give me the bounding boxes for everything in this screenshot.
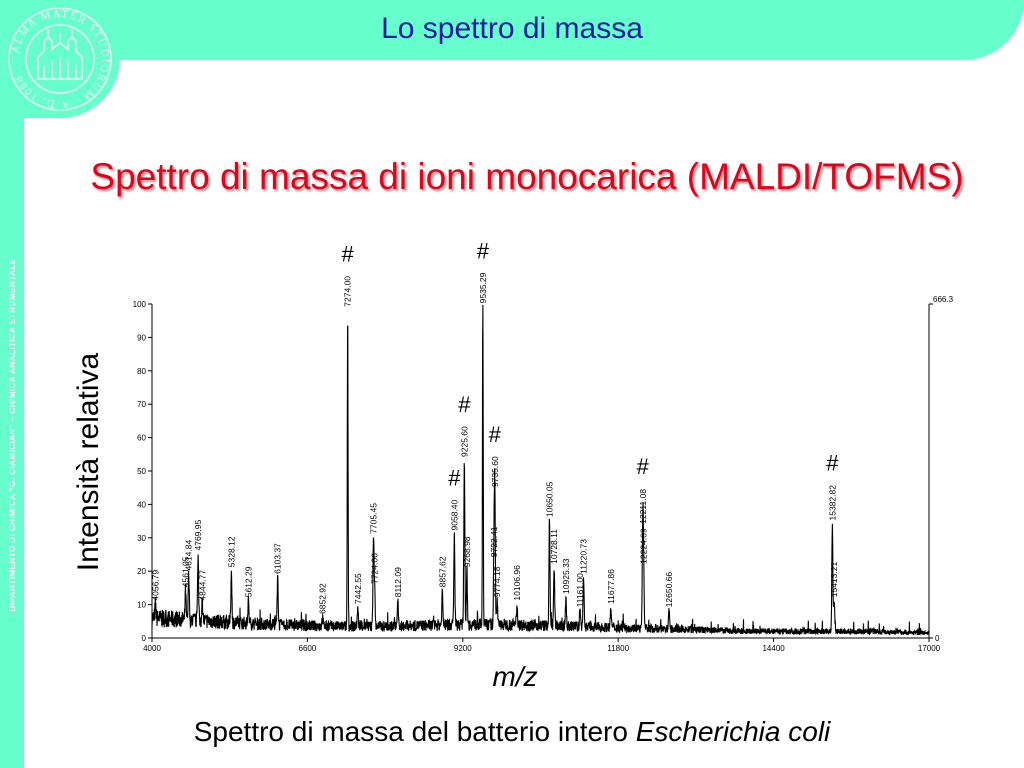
sidebar-band xyxy=(0,0,24,768)
x-tick-label: 9200 xyxy=(454,644,472,653)
peak-label: 4844.77 xyxy=(197,570,207,601)
peak-label: 12211.08 xyxy=(638,489,648,524)
y-tick-label: 80 xyxy=(137,367,146,376)
right-axis-bottom-label: 0 xyxy=(935,634,940,643)
peak-label: 4561.05 xyxy=(181,556,191,587)
x-tick-label: 14400 xyxy=(762,644,785,653)
peak-hash-mark: # xyxy=(342,242,355,267)
y-tick-label: 10 xyxy=(137,601,146,610)
university-seal-logo: ALMA MATER STUDIORUM · A.D. 1088 xyxy=(8,7,112,111)
hash-marks-group: # # # # # # # xyxy=(342,238,840,490)
peak-label: 9735.60 xyxy=(490,456,500,487)
caption-text: Spettro di massa del batterio intero xyxy=(193,716,628,747)
caption-species: Escherichia coli xyxy=(635,716,831,747)
peak-hash-mark: # xyxy=(477,238,490,263)
peak-hash-mark: # xyxy=(489,422,502,447)
peak-label: 5328.12 xyxy=(226,536,236,567)
y-tick-label: 90 xyxy=(137,333,146,342)
y-tick-label: 0 xyxy=(142,634,147,643)
peak-hash-mark: # xyxy=(458,392,471,417)
peak-label: 15413.21 xyxy=(829,562,839,598)
peak-label: 10728.11 xyxy=(549,529,559,564)
peak-label: 9268.98 xyxy=(462,536,472,567)
peak-label: 15382.82 xyxy=(827,485,837,521)
peak-label: 12650.66 xyxy=(664,572,674,608)
peak-label: 7274.00 xyxy=(343,276,353,307)
peak-label: 10650.05 xyxy=(544,481,554,517)
right-axis-top-label: 666.3 xyxy=(933,295,954,304)
peak-label: 4056.79 xyxy=(150,570,160,601)
peak-label: 12224.09 xyxy=(639,528,649,564)
y-tick-label: 100 xyxy=(133,300,147,309)
spectrum-trace-group xyxy=(151,304,930,636)
slide-title: Lo spettro di massa xyxy=(381,12,643,45)
peak-label: 11161.00 xyxy=(575,573,585,607)
peak-label: 9225.60 xyxy=(459,426,469,457)
peak-label: 6852.92 xyxy=(318,583,328,614)
peak-hash-mark: # xyxy=(448,465,461,490)
x-tick-label: 6600 xyxy=(299,644,317,653)
peak-label: 6103.37 xyxy=(273,543,283,574)
chart-axes: 0 10 20 30 40 50 60 70 80 90 100 4000 6600 9200 11800 1… xyxy=(133,295,954,653)
x-tick-label: 17000 xyxy=(918,644,941,653)
peak-label: 11220.73 xyxy=(579,539,589,574)
peak-label: 5612.29 xyxy=(243,566,253,597)
peak-label: 11677.86 xyxy=(606,569,616,604)
spectrum-trace xyxy=(151,304,930,636)
x-tick-label: 4000 xyxy=(143,644,161,653)
y-tick-label: 40 xyxy=(137,500,146,509)
peak-label: 7442.55 xyxy=(353,573,363,604)
peak-label: 4614.84 xyxy=(184,540,194,571)
y-tick-label: 20 xyxy=(137,567,146,576)
peak-label: 7724.06 xyxy=(370,553,380,584)
y-tick-label: 30 xyxy=(137,534,146,543)
peak-label: 8857.62 xyxy=(437,556,447,587)
peak-label: 8112.09 xyxy=(393,567,403,597)
peak-label: 4769.95 xyxy=(193,520,203,551)
y-tick-label: 50 xyxy=(137,467,146,476)
peak-label: 9058.40 xyxy=(449,499,459,530)
peak-label: 9722.41 xyxy=(489,526,499,557)
peak-label: 7705.45 xyxy=(368,503,378,534)
slide-caption: Spettro di massa del batterio intero Esc… xyxy=(0,716,1024,748)
header-band xyxy=(0,0,1024,60)
peak-label: 10925.33 xyxy=(561,558,571,594)
y-tick-label: 60 xyxy=(137,434,146,443)
y-tick-label: 70 xyxy=(137,400,146,409)
peak-label: 10106.96 xyxy=(512,565,522,601)
slide-subtitle: Spettro di massa di ioni monocarica (MAL… xyxy=(90,156,964,197)
peak-label: 9774.18 xyxy=(492,566,502,597)
peak-label: 9535.29 xyxy=(478,272,488,303)
y-axis-label: Intensità relativa xyxy=(72,352,105,571)
peak-hash-mark: # xyxy=(637,454,650,479)
x-tick-label: 11800 xyxy=(607,644,629,653)
x-axis-label: m/z xyxy=(492,661,537,692)
peak-hash-mark: # xyxy=(826,450,839,475)
